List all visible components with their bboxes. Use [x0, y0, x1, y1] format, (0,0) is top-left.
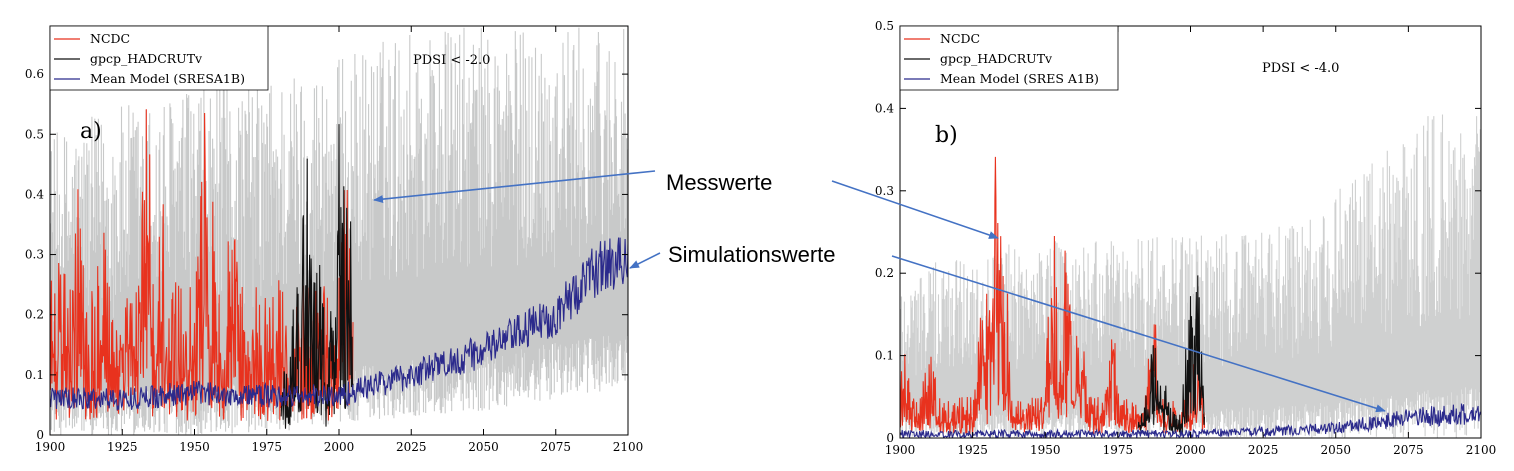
panel-b-ytick-label: 0.3: [875, 184, 894, 198]
panel-a-xtick-label: 1925: [107, 440, 138, 454]
panel-a-legend-box: [49, 25, 269, 91]
panel-b-xtick-label: 1925: [957, 443, 988, 457]
panel-b-ytick-label: 0.1: [875, 349, 894, 363]
panel-a-ytick-label: 0.4: [25, 187, 44, 201]
panel-a-ytick-label: 0: [36, 428, 44, 442]
panel-b-xtick-label: 1900: [885, 443, 916, 457]
callout-simulationswerte: Simulationswerte: [668, 242, 836, 267]
panel-b-chart: 1900 1925 1950 1975 2000 2025 2050 2075 2100 0 0.1…: [875, 19, 1496, 457]
panel-b-model-spread: [900, 114, 1481, 438]
panel-a-xtick-label: 2050: [468, 440, 499, 454]
panel-a-xtick-label: 1975: [251, 440, 282, 454]
panel-a-xtick-label: 1900: [35, 440, 66, 454]
panel-a-label: a): [80, 119, 102, 144]
panel-b-xtick-label: 2025: [1248, 443, 1279, 457]
panel-a-xtick-label: 2000: [324, 440, 355, 454]
arrow-simulation-to-a: [629, 252, 661, 269]
panel-a-ytick-label: 0.2: [25, 308, 44, 322]
panel-b-xtick-label: 2100: [1466, 443, 1497, 457]
panel-a-threshold-label: PDSI < -2.0: [413, 53, 490, 68]
callout-messwerte: Messwerte: [666, 170, 772, 195]
panel-b-xtick-label: 2050: [1320, 443, 1351, 457]
panel-b-legend-box: [899, 25, 1119, 91]
panel-b-xtick-label: 1975: [1103, 443, 1134, 457]
panel-b-threshold-label: PDSI < -4.0: [1262, 61, 1339, 76]
panel-a-ytick-label: 0.1: [25, 368, 44, 382]
arrow-messwerte-to-a: [373, 170, 656, 204]
panel-b-xtick-label: 2075: [1393, 443, 1424, 457]
panel-b-legend: NCDC gpcp_HADCRUTv Mean Model (SRES A1B): [899, 25, 1119, 91]
panel-a-series-mean-model: [50, 237, 628, 411]
panel-a-legend-gpcp: gpcp_HADCRUTv: [90, 51, 203, 66]
panel-b-ytick-label: 0.4: [875, 101, 894, 115]
panel-b-xtick-label: 2000: [1175, 443, 1206, 457]
panel-b-series-mean-model: [900, 403, 1481, 438]
panel-a-xtick-label: 2075: [540, 440, 571, 454]
arrow-simulation-to-b: [891, 255, 1386, 413]
panel-a-ytick-label: 0.6: [25, 67, 44, 81]
panel-a-xtick-label: 1950: [179, 440, 210, 454]
panel-a-xtick-label: 2100: [613, 440, 644, 454]
panel-a-chart: 1900 1925 1950 1975 2000 2025 2050 2075 2100 0 0.1…: [25, 25, 644, 454]
panel-a-legend-model: Mean Model (SRESA1B): [90, 71, 245, 86]
arrow-messwerte-to-b: [831, 180, 999, 239]
panel-a-legend: NCDC gpcp_HADCRUTv Mean Model (SRESA1B): [49, 25, 269, 91]
panel-b-xtick-label: 1950: [1030, 443, 1061, 457]
panel-b-ytick-label: 0.5: [875, 19, 894, 33]
panel-a-ytick-label: 0.5: [25, 127, 44, 141]
panel-b-series-gpcp: [1137, 275, 1206, 436]
panel-b-legend-ncdc: NCDC: [940, 31, 980, 46]
panel-b-ytick-label: 0.2: [875, 266, 894, 280]
panel-b-ytick-label: 0: [886, 431, 894, 445]
panel-b-legend-model: Mean Model (SRES A1B): [940, 71, 1099, 86]
panel-a-series-gpcp: [280, 124, 354, 429]
panel-b-legend-gpcp: gpcp_HADCRUTv: [940, 51, 1053, 66]
panel-b-model-spread-lines: [900, 114, 1481, 438]
panel-a-ytick-label: 0.3: [25, 248, 44, 262]
panel-b-label: b): [935, 123, 958, 148]
panel-a-legend-ncdc: NCDC: [90, 31, 130, 46]
callouts: Messwerte Simulationswerte: [373, 170, 1386, 413]
panel-a-xtick-label: 2025: [396, 440, 427, 454]
